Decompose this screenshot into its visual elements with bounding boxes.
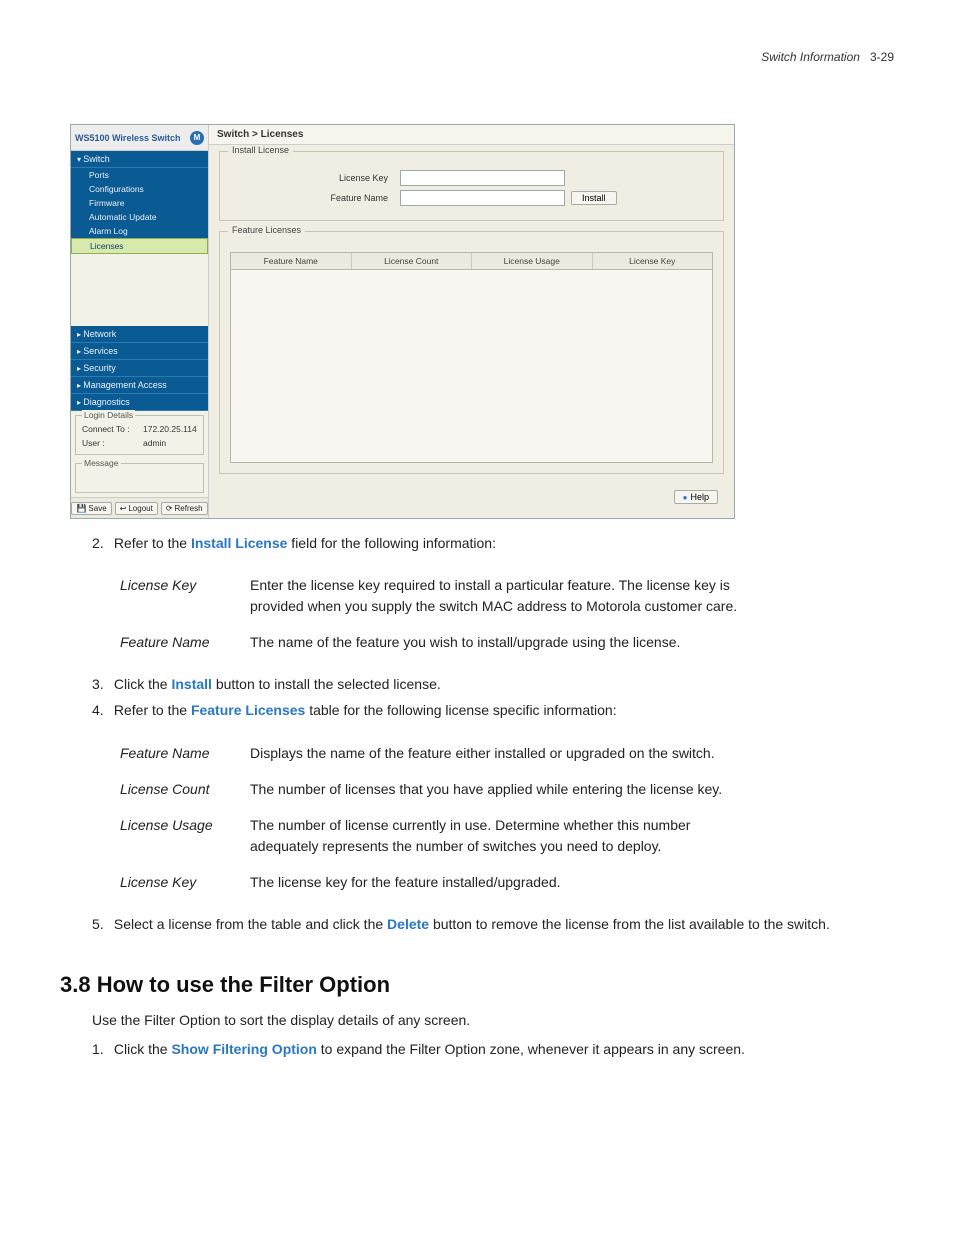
link-install: Install (171, 676, 211, 692)
refresh-button[interactable]: ⟳Refresh (161, 502, 208, 515)
nav-group-switch[interactable]: Switch (71, 151, 208, 168)
breadcrumb: Switch > Licenses (209, 125, 734, 145)
feature-licenses-legend: Feature Licenses (228, 225, 305, 235)
feature-licenses-fieldset: Feature Licenses Feature Name License Co… (219, 231, 724, 474)
main-panel: Switch > Licenses Install License Licens… (209, 125, 734, 518)
license-key-input[interactable] (400, 170, 565, 186)
logout-button[interactable]: ↩Logout (115, 502, 158, 515)
brand-label: WS5100 Wireless Switch (75, 133, 180, 143)
login-details-box: Login Details Connect To :172.20.25.114 … (75, 415, 204, 455)
sidebar-button-row: 💾Save ↩Logout ⟳Refresh (71, 497, 208, 518)
link-install-license: Install License (191, 535, 287, 551)
message-title: Message (82, 458, 121, 468)
table-row: Feature NameDisplays the name of the fea… (112, 735, 752, 771)
login-details-title: Login Details (82, 410, 135, 420)
nav-lower: Network Services Security Management Acc… (71, 326, 208, 411)
table-row: License CountThe number of licenses that… (112, 771, 752, 807)
table-row: Feature NameThe name of the feature you … (112, 624, 752, 660)
link-feature-licenses: Feature Licenses (191, 702, 305, 718)
table-row: License KeyThe license key for the featu… (112, 864, 752, 900)
col-license-usage[interactable]: License Usage (472, 253, 593, 269)
app-window: WS5100 Wireless Switch M Switch Ports Co… (70, 124, 735, 519)
sidebar-item-alarm-log[interactable]: Alarm Log (71, 224, 208, 238)
table-row: License KeyEnter the license key require… (112, 567, 752, 624)
install-license-legend: Install License (228, 145, 293, 155)
document-body: 2. Refer to the Install License field fo… (92, 533, 894, 1059)
section-intro: Use the Filter Option to sort the displa… (92, 1010, 894, 1030)
col-feature-name[interactable]: Feature Name (231, 253, 352, 269)
feature-name-label: Feature Name (230, 193, 400, 203)
install-button[interactable]: Install (571, 191, 617, 205)
brand-bar: WS5100 Wireless Switch M (71, 125, 208, 151)
section-heading: 3.8 How to use the Filter Option (60, 969, 894, 1001)
page-header: Switch Information 3-29 (60, 50, 894, 64)
header-page-num: 3-29 (870, 50, 894, 64)
definition-table-2: Feature NameDisplays the name of the fea… (112, 735, 752, 900)
link-show-filtering-option: Show Filtering Option (171, 1041, 316, 1057)
col-license-count[interactable]: License Count (352, 253, 473, 269)
step-2: 2. Refer to the Install License field fo… (92, 533, 894, 553)
feature-name-input[interactable] (400, 190, 565, 206)
sidebar: WS5100 Wireless Switch M Switch Ports Co… (71, 125, 209, 518)
col-license-key[interactable]: License Key (593, 253, 713, 269)
nav-tree: Switch Ports Configurations Firmware Aut… (71, 151, 208, 254)
sidebar-item-firmware[interactable]: Firmware (71, 196, 208, 210)
header-title: Switch Information (761, 50, 860, 64)
nav-group-network[interactable]: Network (71, 326, 208, 343)
save-icon: 💾 (76, 504, 86, 513)
nav-group-diagnostics[interactable]: Diagnostics (71, 394, 208, 411)
nav-group-services[interactable]: Services (71, 343, 208, 360)
brand-logo-icon: M (190, 131, 204, 145)
save-button[interactable]: 💾Save (71, 502, 111, 515)
refresh-icon: ⟳ (166, 504, 173, 513)
link-delete: Delete (387, 916, 429, 932)
logout-icon: ↩ (120, 504, 127, 513)
nav-group-security[interactable]: Security (71, 360, 208, 377)
step-3: 3. Click the Install button to install t… (92, 674, 894, 694)
feature-licenses-table: Feature Name License Count License Usage… (230, 252, 713, 463)
sidebar-item-configurations[interactable]: Configurations (71, 182, 208, 196)
nav-group-management-access[interactable]: Management Access (71, 377, 208, 394)
definition-table-1: License KeyEnter the license key require… (112, 567, 752, 660)
step-5: 5. Select a license from the table and c… (92, 914, 894, 934)
help-button[interactable]: Help (674, 490, 718, 504)
install-license-fieldset: Install License License Key Feature Name… (219, 151, 724, 221)
message-box: Message (75, 463, 204, 493)
sec-step-1: 1. Click the Show Filtering Option to ex… (92, 1039, 894, 1059)
table-row: License UsageThe number of license curre… (112, 807, 752, 864)
sidebar-item-automatic-update[interactable]: Automatic Update (71, 210, 208, 224)
step-4: 4. Refer to the Feature Licenses table f… (92, 700, 894, 720)
license-key-label: License Key (230, 173, 400, 183)
sidebar-item-licenses[interactable]: Licenses (71, 238, 208, 254)
sidebar-item-ports[interactable]: Ports (71, 168, 208, 182)
